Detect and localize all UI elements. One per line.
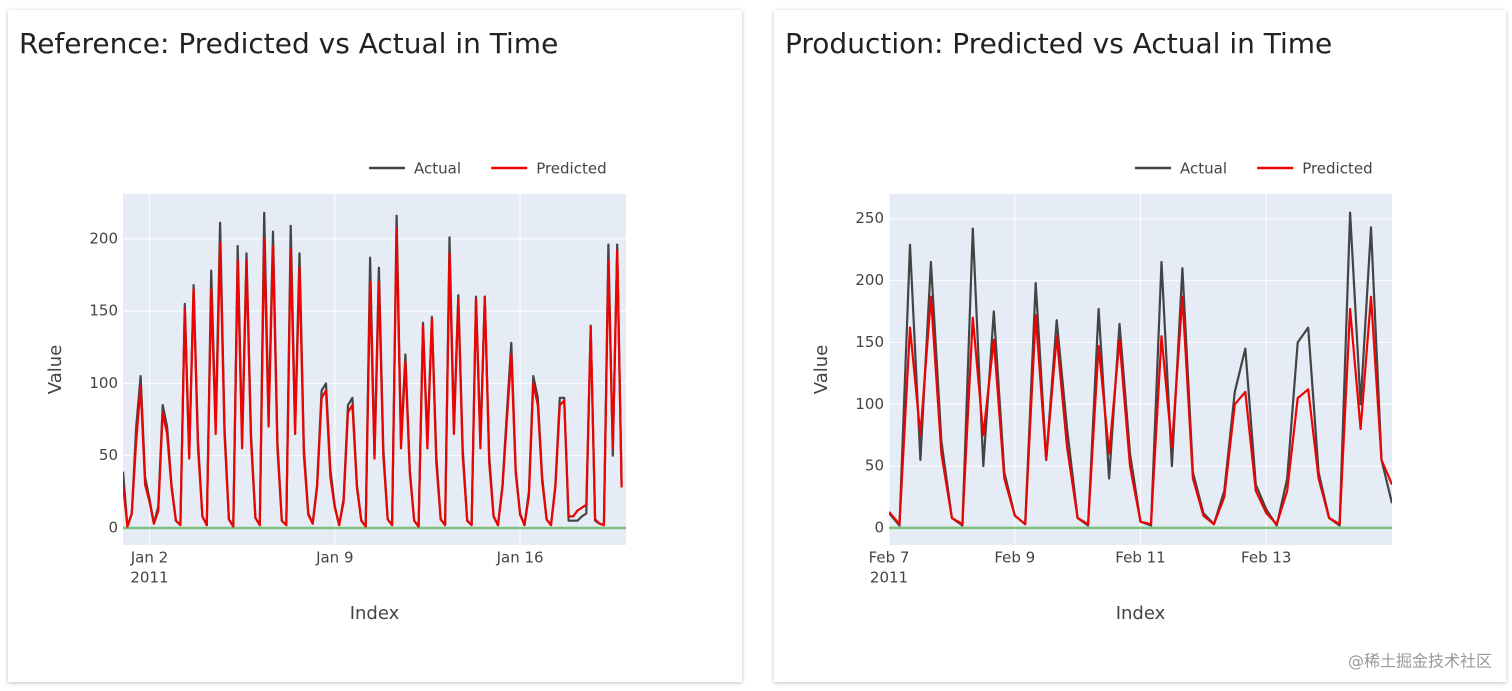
y-axis-title: Value	[45, 345, 66, 394]
plot-background	[123, 194, 626, 545]
x-tick-label: Feb 9	[994, 549, 1035, 567]
x-axis-title: Index	[1116, 603, 1166, 624]
x-tick-year: 2011	[130, 569, 168, 587]
y-tick-label: 150	[89, 302, 118, 320]
legend-label: Actual	[1180, 160, 1227, 178]
y-tick-label: 0	[874, 518, 884, 536]
y-tick-label: 50	[865, 457, 884, 475]
y-axis-title: Value	[811, 345, 832, 394]
series-line	[889, 295, 1392, 526]
y-tick-label: 200	[855, 271, 884, 289]
chart-title: Production: Predicted vs Actual in Time	[785, 27, 1332, 60]
x-tick-label: Jan 16	[496, 549, 544, 567]
x-tick-label: Feb 7	[869, 549, 910, 567]
chart-title: Reference: Predicted vs Actual in Time	[19, 27, 558, 60]
y-tick-label: 0	[108, 518, 118, 536]
y-tick-label: 150	[855, 333, 884, 351]
y-tick-label: 100	[89, 374, 118, 392]
series-line	[123, 227, 623, 528]
x-tick-label: Jan 9	[315, 549, 353, 567]
x-tick-label: Jan 2	[130, 549, 168, 567]
y-tick-label: 200	[89, 229, 118, 247]
x-axis-title: Index	[350, 603, 400, 624]
plot-lines	[889, 211, 1392, 527]
legend-label: Predicted	[536, 160, 606, 178]
x-tick-label: Feb 13	[1241, 549, 1291, 567]
y-tick-label: 250	[855, 209, 884, 227]
watermark: @稀土掘金技术社区	[1348, 652, 1492, 671]
plot-lines	[123, 211, 623, 528]
x-tick-year: 2011	[870, 569, 908, 587]
legend-label: Predicted	[1302, 160, 1372, 178]
y-tick-label: 100	[855, 395, 884, 413]
x-tick-label: Feb 11	[1115, 549, 1165, 567]
legend-label: Actual	[414, 160, 461, 178]
y-tick-label: 50	[99, 446, 118, 464]
